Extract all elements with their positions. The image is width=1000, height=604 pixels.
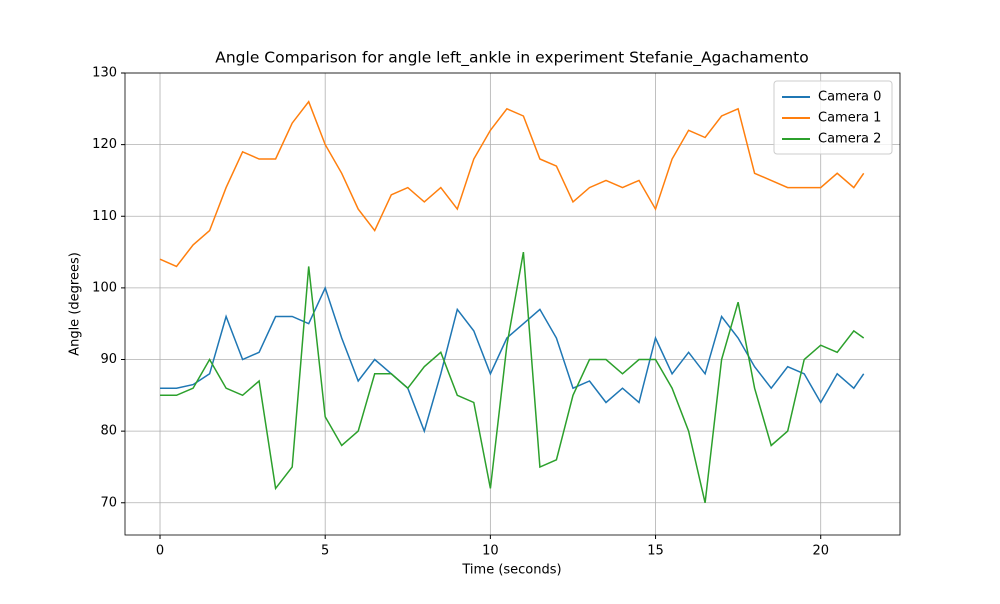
data-line bbox=[160, 251, 865, 503]
data-line bbox=[160, 285, 865, 434]
x-tick-label: 15 bbox=[647, 544, 664, 559]
y-tick-label: 130 bbox=[92, 66, 117, 81]
legend-box bbox=[773, 80, 893, 155]
x-tick-label: 5 bbox=[321, 544, 329, 559]
legend: Camera 0 Camera 1 Camera 2 bbox=[773, 80, 893, 155]
chart-title: Angle Comparison for angle left_ankle in… bbox=[215, 49, 809, 68]
x-tick-label: 0 bbox=[156, 544, 164, 559]
x-tick-label: 10 bbox=[482, 544, 499, 559]
y-tick-label: 100 bbox=[92, 280, 117, 295]
legend-label: Camera 0 bbox=[818, 90, 881, 105]
y-tick-label: 70 bbox=[100, 495, 117, 510]
x-axis-label: Time (seconds) bbox=[461, 563, 561, 578]
y-tick-label: 80 bbox=[100, 424, 117, 439]
data-line bbox=[159, 100, 865, 268]
y-axis-label: Angle (degrees) bbox=[68, 252, 83, 356]
legend-label: Camera 1 bbox=[818, 111, 881, 126]
x-tick-label: 20 bbox=[812, 544, 829, 559]
plot-frame bbox=[124, 72, 901, 536]
y-tick-label: 110 bbox=[92, 209, 117, 224]
legend-label: Camera 2 bbox=[818, 132, 881, 147]
y-tick-label: 90 bbox=[100, 352, 117, 367]
y-tick-label: 120 bbox=[92, 137, 117, 152]
